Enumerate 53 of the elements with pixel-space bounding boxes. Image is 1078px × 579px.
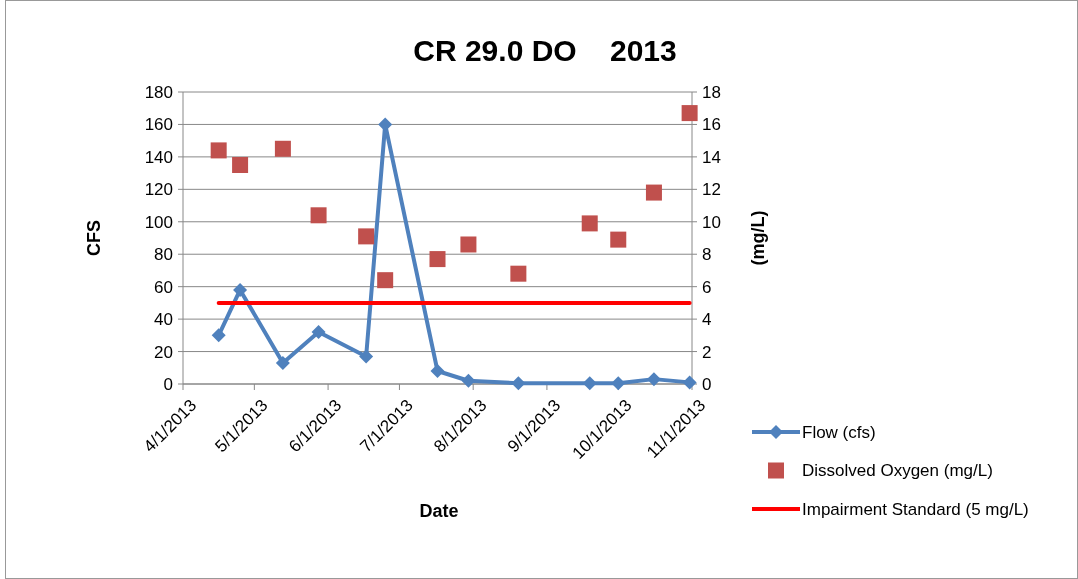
chart-title: CR 29.0 DO 2013 xyxy=(413,34,677,67)
point xyxy=(645,184,662,201)
legend-label: Dissolved Oxygen (mg/L) xyxy=(802,461,993,481)
y-tick-label: 80 xyxy=(154,245,173,265)
y2-tick-label: 12 xyxy=(702,180,721,200)
y-tick-label: 0 xyxy=(163,374,173,394)
point xyxy=(358,228,375,245)
y2-tick-label: 2 xyxy=(702,342,712,362)
y2-tick-label: 0 xyxy=(702,374,712,394)
y2-tick-label: 4 xyxy=(702,310,712,330)
point xyxy=(682,375,697,390)
point xyxy=(275,355,290,370)
point xyxy=(460,236,477,253)
point xyxy=(681,105,698,122)
y2-axis-title: (mg/L) xyxy=(748,210,768,266)
y-axis-title: CFS xyxy=(84,220,104,256)
y2-tick-label: 16 xyxy=(702,115,721,135)
y-tick-label: 60 xyxy=(154,277,173,297)
point xyxy=(232,157,249,173)
y2-tick-label: 10 xyxy=(702,212,721,232)
point xyxy=(311,325,326,340)
point xyxy=(461,373,476,388)
point xyxy=(359,349,374,364)
y2-tick-label: 8 xyxy=(702,245,712,265)
point xyxy=(233,282,248,297)
point xyxy=(310,207,327,224)
point xyxy=(210,142,227,159)
point xyxy=(378,117,393,132)
legend-label: Impairment Standard (5 mg/L) xyxy=(802,499,1029,519)
point xyxy=(510,265,527,282)
y-tick-label: 160 xyxy=(144,115,173,135)
y-tick-label: 40 xyxy=(154,310,173,330)
point xyxy=(211,328,226,343)
point xyxy=(274,140,291,157)
y-tick-label: 120 xyxy=(144,180,173,200)
point xyxy=(430,364,445,379)
x-axis-title: Date xyxy=(419,501,459,521)
y-tick-label: 100 xyxy=(144,212,173,232)
point xyxy=(377,272,394,289)
point xyxy=(611,376,626,391)
point xyxy=(581,215,598,232)
legend-label: Flow (cfs) xyxy=(802,422,876,442)
y2-tick-label: 6 xyxy=(702,277,712,297)
point xyxy=(429,251,446,268)
y-tick-label: 20 xyxy=(154,342,173,362)
point xyxy=(582,376,597,391)
y2-tick-label: 18 xyxy=(702,82,721,102)
y-tick-label: 140 xyxy=(144,147,173,167)
point xyxy=(646,372,661,387)
y-tick-label: 180 xyxy=(144,82,173,102)
point xyxy=(610,231,627,248)
y2-tick-label: 14 xyxy=(702,147,721,167)
point xyxy=(511,376,526,391)
